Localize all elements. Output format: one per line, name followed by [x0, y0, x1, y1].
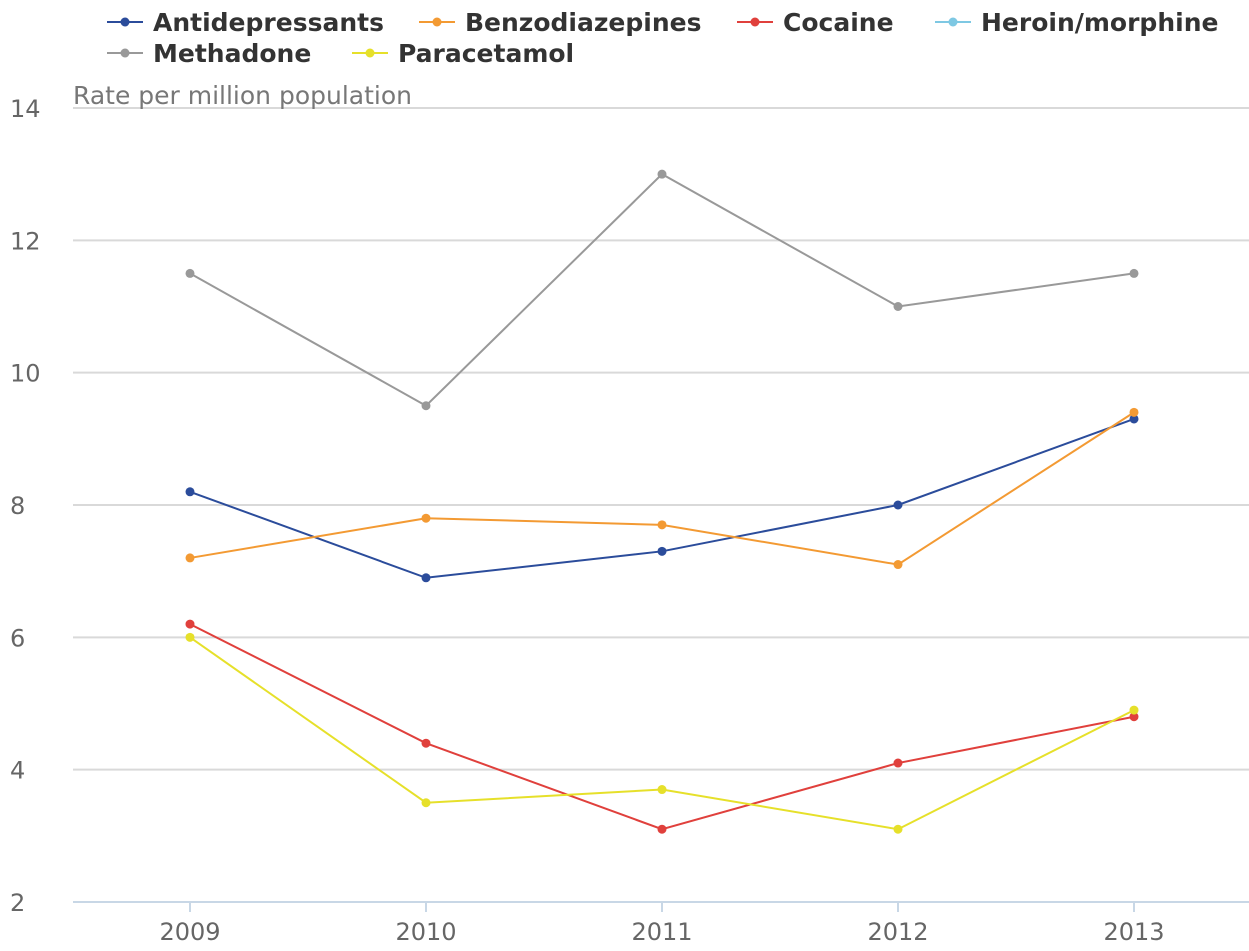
y-tick-label: 10 — [10, 360, 41, 388]
legend-label: Methadone — [153, 39, 311, 68]
legend-swatch-marker — [120, 17, 130, 27]
gridlines: 2 4 6 8 10 12 14 — [10, 95, 1249, 917]
data-point-cocaine — [893, 758, 903, 768]
data-point-antidepressants — [421, 573, 431, 583]
y-tick-label: 2 — [10, 889, 25, 917]
y-axis-label: Rate per million population — [73, 81, 412, 110]
legend-swatch-marker — [365, 48, 375, 58]
series-benzodiazepines — [185, 407, 1139, 570]
data-point-methadone — [185, 268, 195, 278]
data-point-cocaine — [421, 738, 431, 748]
data-point-benzodiazepines — [421, 513, 431, 523]
legend-label: Benzodiazepines — [465, 8, 701, 37]
data-point-benzodiazepines — [657, 520, 667, 530]
x-tick-label: 2012 — [867, 918, 928, 946]
series-line-methadone — [189, 172, 1135, 407]
data-point-cocaine — [657, 824, 667, 834]
series-lines — [185, 169, 1139, 834]
x-axis: 2009 2010 2011 2012 2013 — [73, 901, 1249, 946]
data-point-antidepressants — [1129, 414, 1139, 424]
x-tick-label: 2010 — [395, 918, 456, 946]
series-cocaine — [185, 619, 1139, 834]
series-methadone — [185, 169, 1139, 411]
data-point-paracetamol — [185, 632, 195, 642]
legend-swatch-marker — [750, 17, 760, 27]
y-tick-label: 12 — [10, 227, 41, 255]
series-line-paracetamol — [189, 636, 1135, 831]
legend-item-benzodiazepines[interactable]: Benzodiazepines — [419, 8, 701, 37]
legend-swatch-marker — [120, 48, 130, 58]
series-paracetamol — [185, 632, 1139, 834]
legend-item-cocaine[interactable]: Cocaine — [737, 8, 894, 37]
data-point-paracetamol — [1129, 705, 1139, 715]
series-antidepressants — [185, 414, 1139, 583]
data-point-antidepressants — [893, 500, 903, 510]
legend-item-methadone[interactable]: Methadone — [107, 39, 311, 68]
data-point-paracetamol — [421, 798, 431, 808]
series-line-cocaine — [189, 623, 1135, 831]
legend-swatch-marker — [948, 17, 958, 27]
x-tick-label: 2009 — [159, 918, 220, 946]
legend-item-paracetamol[interactable]: Paracetamol — [352, 39, 574, 68]
x-tick-label: 2013 — [1103, 918, 1164, 946]
legend-label: Cocaine — [783, 8, 894, 37]
data-point-methadone — [893, 302, 903, 311]
y-tick-label: 8 — [10, 492, 25, 520]
data-point-benzodiazepines — [1129, 407, 1139, 417]
legend-item-heroin-morphine[interactable]: Heroin/morphine — [935, 8, 1218, 37]
legend-label: Heroin/morphine — [981, 8, 1218, 37]
y-tick-label: 6 — [10, 624, 25, 652]
legend-item-antidepressants[interactable]: Antidepressants — [107, 8, 384, 37]
legend-swatch-marker — [432, 17, 442, 27]
data-point-cocaine — [185, 619, 195, 629]
series-line-benzodiazepines — [189, 411, 1135, 566]
legend: Antidepressants Benzodiazepines Cocaine Her… — [107, 8, 1218, 68]
data-point-benzodiazepines — [893, 560, 903, 570]
y-tick-label: 4 — [10, 757, 25, 785]
data-point-antidepressants — [185, 487, 195, 497]
data-point-cocaine — [1129, 712, 1139, 722]
legend-label: Antidepressants — [153, 8, 384, 37]
data-point-benzodiazepines — [185, 553, 195, 563]
data-point-methadone — [421, 401, 431, 411]
y-tick-label: 14 — [10, 95, 41, 123]
legend-label: Paracetamol — [398, 39, 574, 68]
data-point-antidepressants — [657, 546, 667, 556]
data-point-paracetamol — [657, 785, 667, 795]
data-point-paracetamol — [893, 824, 903, 834]
data-point-methadone — [1129, 268, 1139, 278]
data-point-methadone — [657, 169, 667, 179]
x-tick-label: 2011 — [631, 918, 692, 946]
